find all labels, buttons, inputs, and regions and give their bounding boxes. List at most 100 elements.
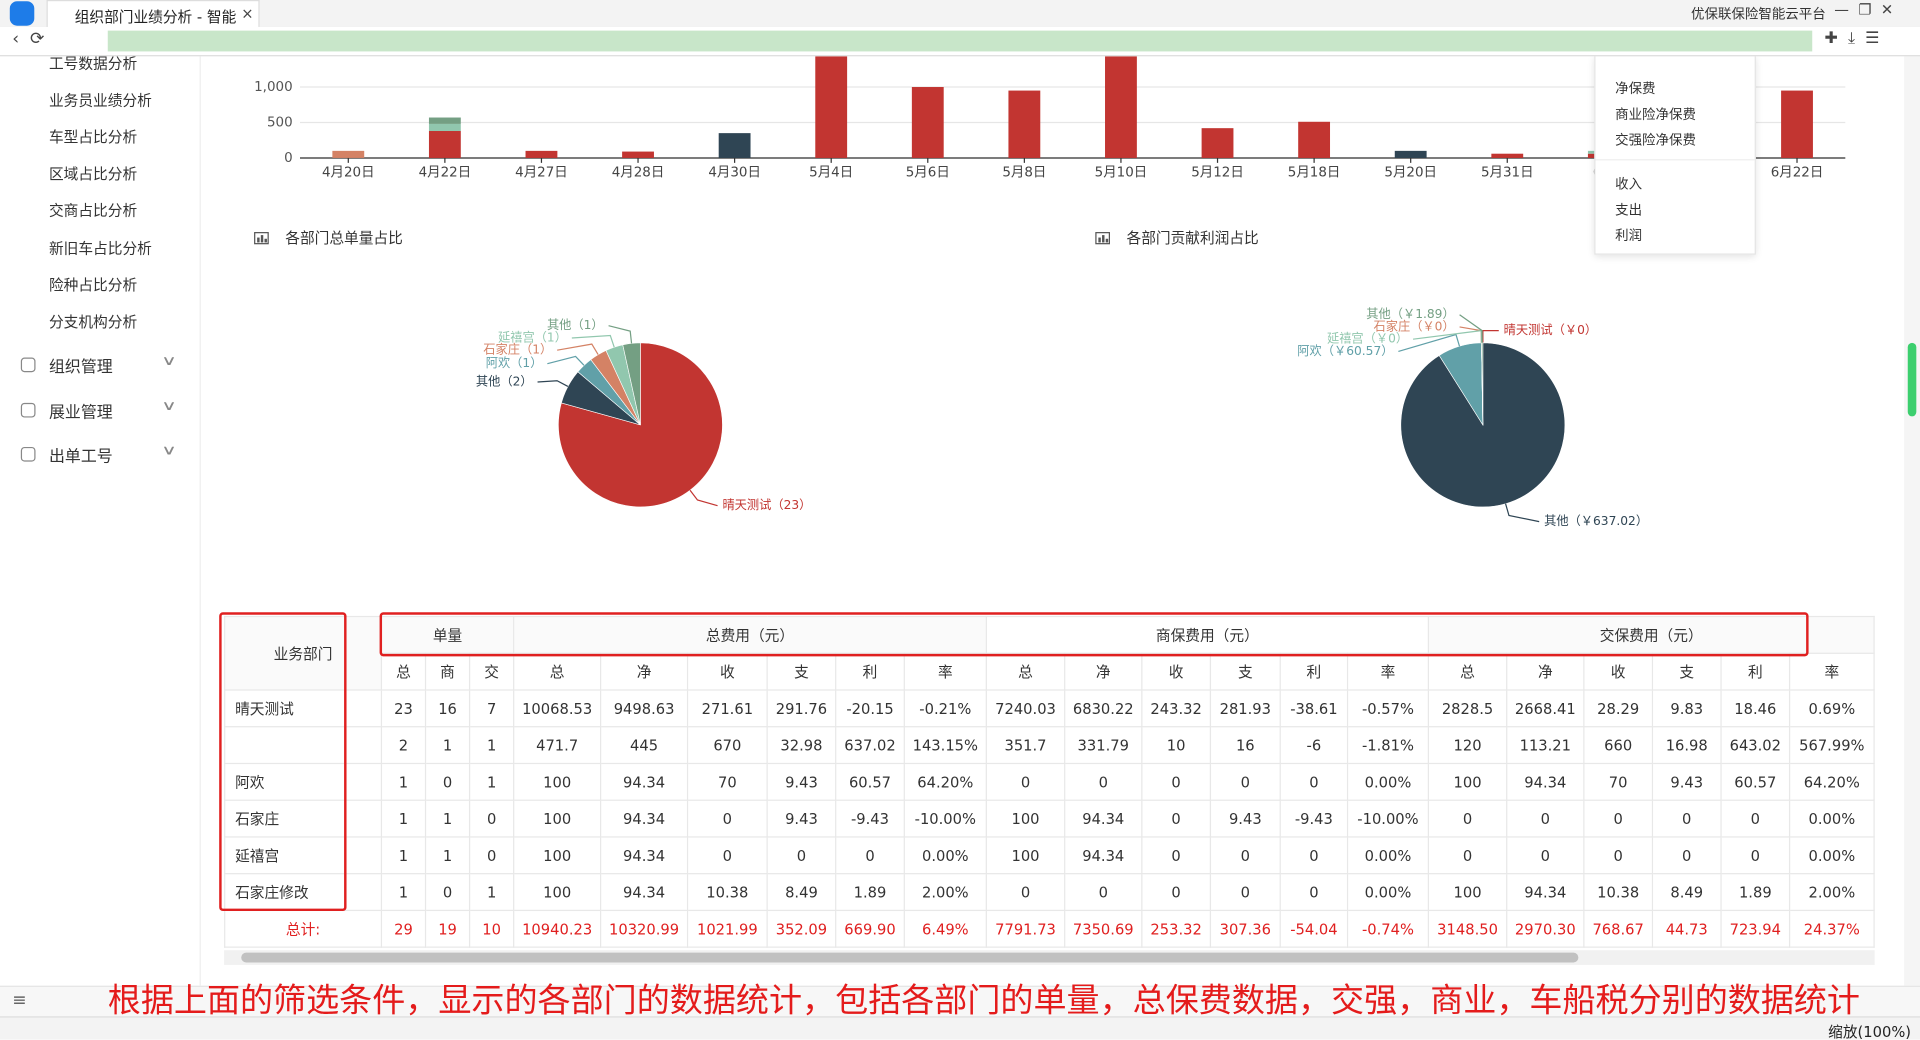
table-cell: 2.00% — [1788, 873, 1875, 912]
pie-label: 其他（1） — [547, 318, 604, 332]
sidebar-item[interactable]: 新旧车占比分析 — [48, 239, 152, 257]
sidebar-item[interactable]: 区域占比分析 — [48, 165, 138, 183]
total-cell: 669.90 — [835, 909, 905, 948]
v-scrollbar[interactable] — [1904, 55, 1920, 986]
subheader: 净 — [1064, 652, 1143, 691]
chevron[interactable]: ∨ — [161, 397, 177, 414]
table-cell: 0 — [835, 836, 905, 875]
tab[interactable]: 组织部门业绩分析 - 智能 × — [46, 0, 260, 29]
menu-item[interactable]: 交强险净保费 — [1615, 132, 1696, 149]
sidebar-item[interactable]: 业务员业绩分析 — [48, 91, 152, 110]
table-cell: 7240.03 — [985, 689, 1066, 728]
group-header: 交保费用（元） — [1427, 615, 1875, 654]
table-row: 石家庄修改 1 0 1 100 94.34 10.38 8.49 1.89 2.00% 0 0 0 0 0 0… — [224, 873, 1875, 912]
table-row: 2 1 1 471.7 445 670 32.98 637.02 143.15% 351.7 331… — [224, 726, 1875, 765]
table-cell: 100 — [985, 836, 1066, 875]
table-cell: 0 — [1506, 799, 1585, 838]
leader-line — [608, 325, 633, 344]
menu-item[interactable]: 净保费 — [1615, 80, 1656, 97]
chevron[interactable]: ∨ — [161, 442, 177, 458]
table-cell: 0 — [1720, 799, 1791, 838]
table-row: 延禧宫 1 1 0 100 94.34 0 0 0 0.00% 100 94.34 0 0 0 0.00% 0 0… — [224, 836, 1875, 875]
table-cell: 0 — [1141, 836, 1212, 875]
table-cell: 0 — [1141, 873, 1212, 912]
table-cell: 0 — [1279, 762, 1349, 801]
sidebar-item[interactable]: 交商占比分析 — [48, 202, 138, 220]
table-cell: 291.76 — [766, 689, 837, 728]
table-cell: 100 — [513, 836, 602, 875]
menu-item[interactable]: 收入 — [1615, 176, 1643, 193]
table-cell: 660 — [1583, 726, 1654, 765]
bar — [911, 87, 944, 158]
table-cell: 0 — [985, 873, 1066, 912]
group-icon[interactable] — [20, 402, 36, 417]
sidebar-item[interactable]: 工号数据分析 — [48, 55, 138, 73]
sidebar-group[interactable]: 展业管理 — [48, 403, 113, 422]
url-field[interactable] — [107, 30, 1813, 52]
x-tick-label: 5月31日 — [1481, 166, 1534, 181]
table-cell: 0 — [1064, 873, 1143, 912]
table-cell: 9.43 — [766, 799, 837, 838]
subheader: 支 — [1651, 652, 1722, 691]
table-cell: -9.43 — [835, 799, 905, 838]
group-icon[interactable] — [20, 357, 36, 373]
pie-icon — [1095, 232, 1111, 245]
total-cell: 6.49% — [903, 909, 987, 948]
table-cell: 100 — [513, 762, 602, 801]
chevron[interactable]: ∨ — [161, 352, 177, 369]
table-cell: 94.34 — [600, 799, 689, 838]
table-cell: 28.29 — [1583, 689, 1654, 728]
subheader: 率 — [903, 652, 987, 691]
table-cell: 1 — [468, 726, 515, 765]
menu-item[interactable]: 支出 — [1615, 202, 1643, 218]
group-icon[interactable] — [20, 446, 36, 462]
table-cell: 1 — [468, 762, 515, 801]
pie-label: 晴天测试（￥0） — [1504, 322, 1597, 337]
sidebar-group[interactable]: 组织管理 — [48, 358, 113, 378]
menu-item[interactable]: 商业险净保费 — [1615, 106, 1696, 123]
leader-line — [547, 355, 585, 366]
table-cell: 16 — [424, 689, 471, 728]
table-cell: 0 — [1583, 799, 1654, 838]
bar — [815, 55, 848, 158]
table-cell: 0 — [1279, 873, 1349, 912]
menu-item[interactable]: 利润 — [1615, 227, 1643, 244]
table-cell: 143.15% — [903, 726, 987, 765]
table-cell: -9.43 — [1279, 799, 1349, 838]
header-row: 业务部门 单量 总费用（元） 商保费用（元） 交保费用（元） — [224, 615, 1875, 691]
leader-line — [1459, 314, 1483, 343]
table-cell: 0 — [985, 762, 1066, 801]
sidebar-item[interactable]: 险种占比分析 — [48, 276, 138, 294]
sidebar-item[interactable]: 分支机构分析 — [48, 313, 138, 331]
tab-close[interactable]: × — [241, 4, 254, 23]
y-tick-label: 1,000 — [254, 80, 293, 95]
total-cell: 3148.50 — [1427, 909, 1508, 948]
sidebar-group[interactable]: 出单工号 — [48, 448, 113, 467]
table-cell: 16.98 — [1651, 726, 1722, 765]
toolbar-icons[interactable]: ✚ ⤓ ☰ — [1824, 29, 1880, 48]
sidebar-item[interactable]: 车型占比分析 — [48, 128, 138, 146]
pie-label: 其他（￥637.02） — [1544, 514, 1648, 528]
table-cell: 0.00% — [1788, 799, 1875, 838]
annotation: 根据上面的筛选条件，显示的各部门的数据统计，包括各部门的单量，总保费数据，交强，… — [107, 982, 1861, 1021]
table-row: 晴天测试 23 16 7 10068.53 9498.63 271.61 291.76 -20.… — [224, 689, 1875, 728]
tab-bar: 组织部门业绩分析 - 智能 × 优保联保险智能云平台 — ❐ ✕ — [0, 0, 1920, 29]
zoom[interactable]: 缩放(100%) — [1828, 1023, 1912, 1040]
table-cell: 10068.53 — [513, 689, 602, 728]
total-cell: 1021.99 — [686, 909, 768, 948]
table-cell: 100 — [513, 799, 602, 838]
status-bar: ≡ — [0, 985, 1920, 1018]
x-tick-label: 5月8日 — [1002, 166, 1046, 181]
window-controls[interactable]: — ❐ ✕ — [1834, 1, 1894, 19]
bar — [718, 133, 751, 158]
h-scrollbar[interactable] — [224, 950, 1875, 965]
bar — [428, 117, 461, 124]
total-cell: 24.37% — [1788, 909, 1875, 948]
nav-buttons[interactable]: ‹ ⟳ — [12, 29, 45, 49]
group-header: 商保费用（元） — [985, 615, 1429, 654]
table-cell: 120 — [1427, 726, 1508, 765]
x-tick-label: 4月27日 — [515, 166, 568, 181]
x-tick-label: 5月10日 — [1095, 166, 1148, 181]
pie-label: 石家庄（￥0） — [1373, 318, 1454, 333]
table-cell: 100 — [985, 799, 1066, 838]
